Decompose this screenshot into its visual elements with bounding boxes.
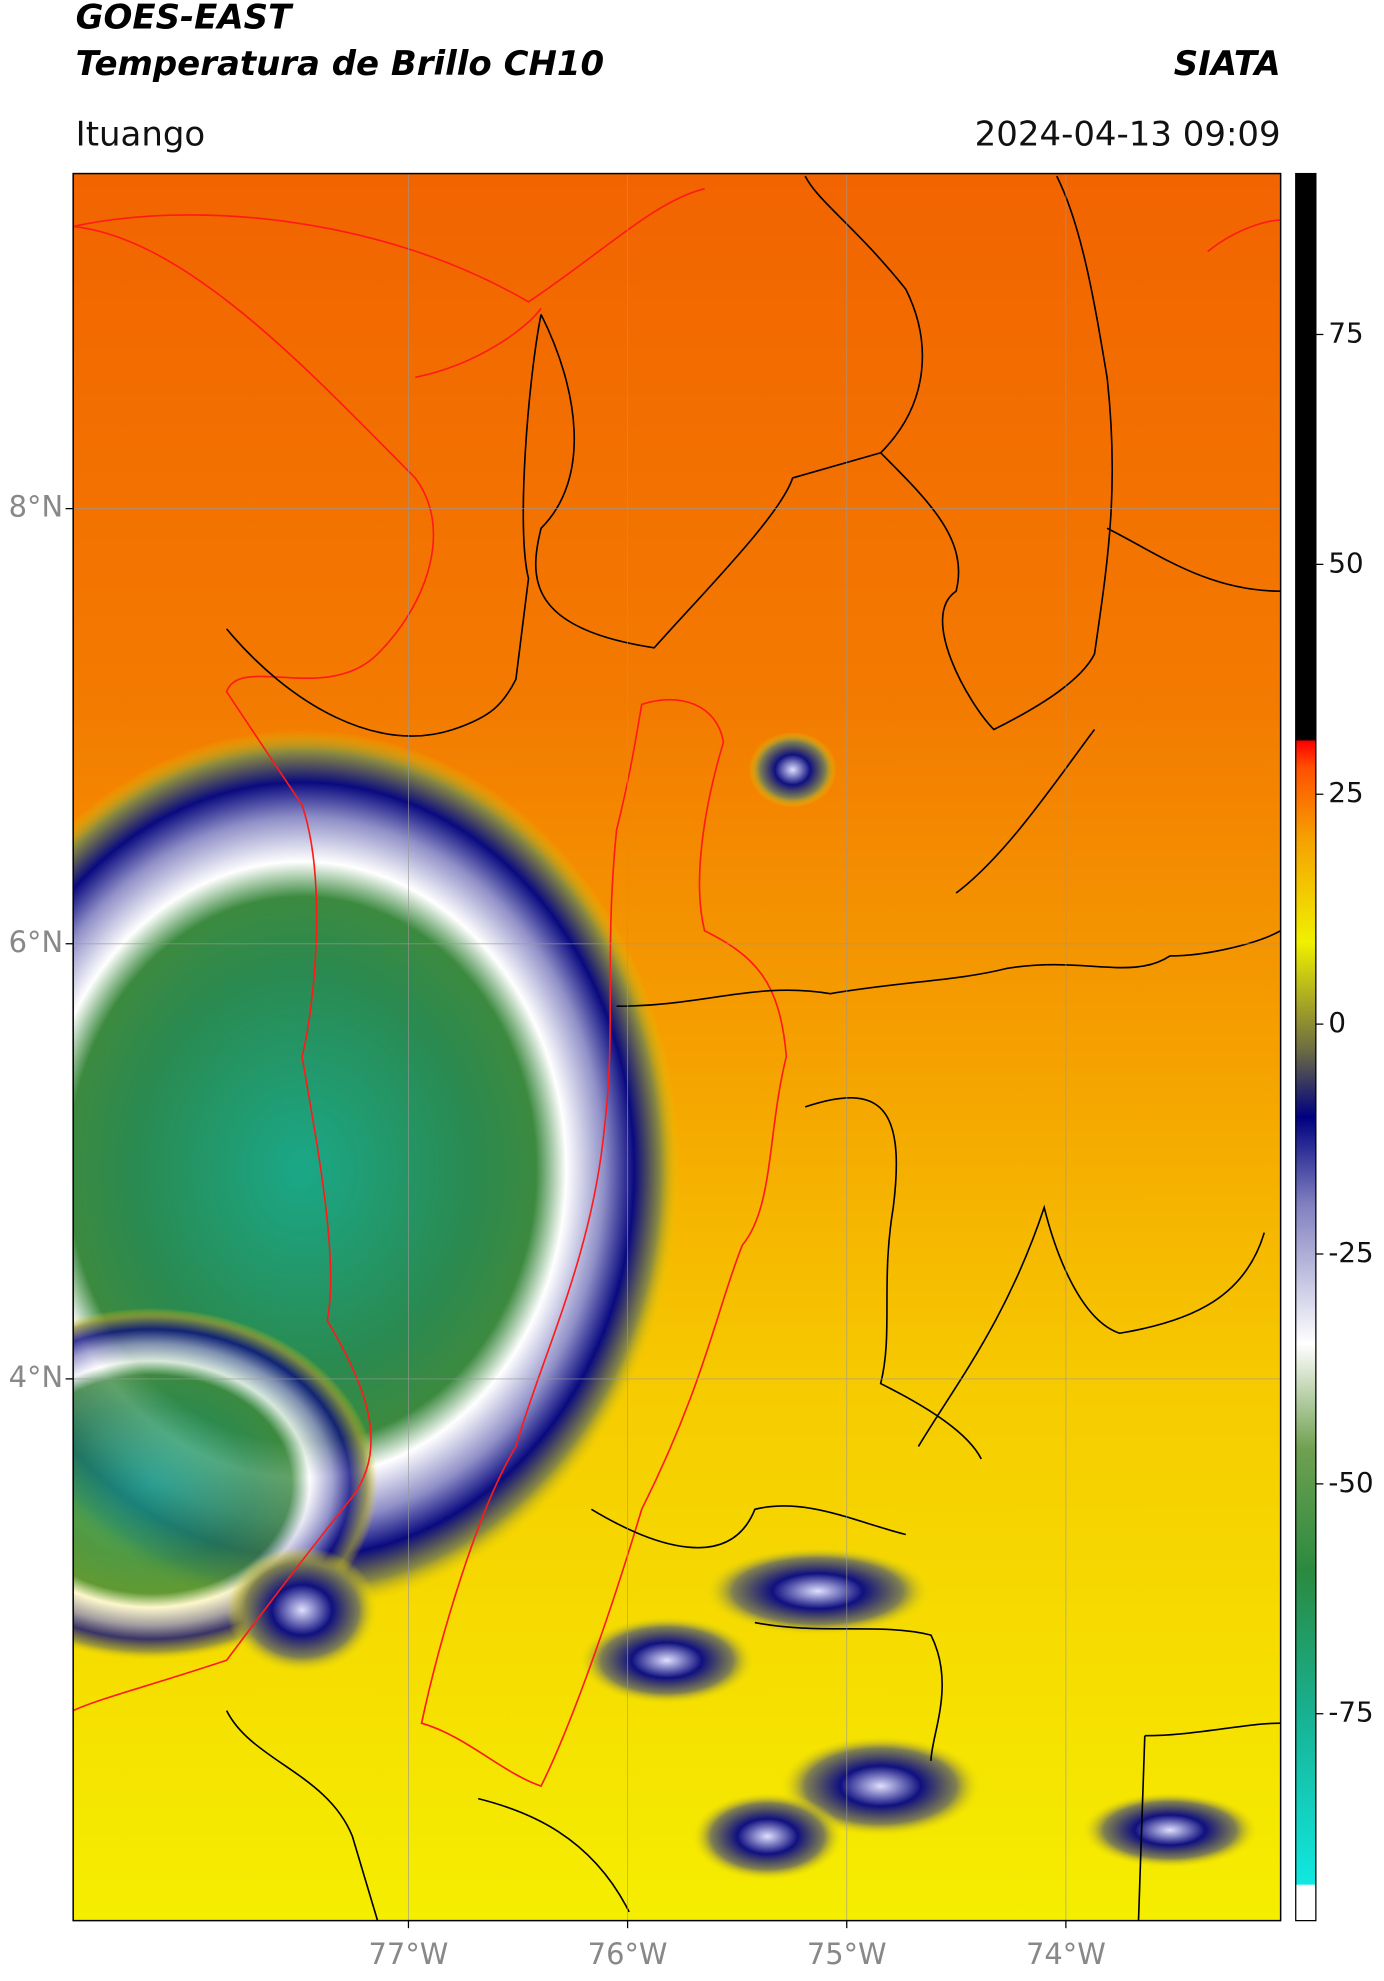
coastline xyxy=(73,187,1281,379)
map-frame xyxy=(72,172,1282,1922)
colorbar-tick-label: -25 xyxy=(1328,1236,1373,1269)
cloud-cell xyxy=(226,1547,378,1673)
cloud-cell xyxy=(704,1547,931,1636)
cloud-cell xyxy=(748,732,837,808)
admin-boundary xyxy=(225,175,1281,1921)
x-tick-label: 75°W xyxy=(807,1937,887,1971)
location: Ituango xyxy=(76,114,206,154)
title: GOES-EAST xyxy=(76,0,294,37)
cloud-cell xyxy=(692,1792,843,1881)
cloud-cell xyxy=(1081,1792,1258,1868)
x-tick-label: 74°W xyxy=(1026,1937,1106,1971)
source: SIATA xyxy=(1174,44,1281,84)
colorbar-tick-label: 0 xyxy=(1328,1006,1346,1039)
map-image xyxy=(73,173,1281,1921)
colorbar xyxy=(1295,172,1317,1922)
colorbar-tick-label: -75 xyxy=(1328,1696,1373,1729)
region-outline xyxy=(420,698,788,1788)
datetime: 2024-04-13 09:09 xyxy=(975,114,1281,154)
colorbar-tick-label: 50 xyxy=(1328,546,1363,579)
y-tick-label: 8°N xyxy=(9,490,63,524)
x-tick-label: 77°W xyxy=(369,1937,449,1971)
grid xyxy=(73,173,1281,1921)
colorbar-tick-label: 75 xyxy=(1328,316,1363,349)
colorbar-tick-label: -50 xyxy=(1328,1466,1373,1499)
cloud-cell xyxy=(578,1616,755,1705)
subtitle: Temperatura de Brillo CH10 xyxy=(76,44,604,84)
x-tick-label: 76°W xyxy=(588,1937,668,1971)
y-tick-label: 6°N xyxy=(9,925,63,959)
colorbar-tick-label: 25 xyxy=(1328,776,1363,809)
coastline xyxy=(73,225,435,1712)
y-tick-label: 4°N xyxy=(9,1360,63,1394)
